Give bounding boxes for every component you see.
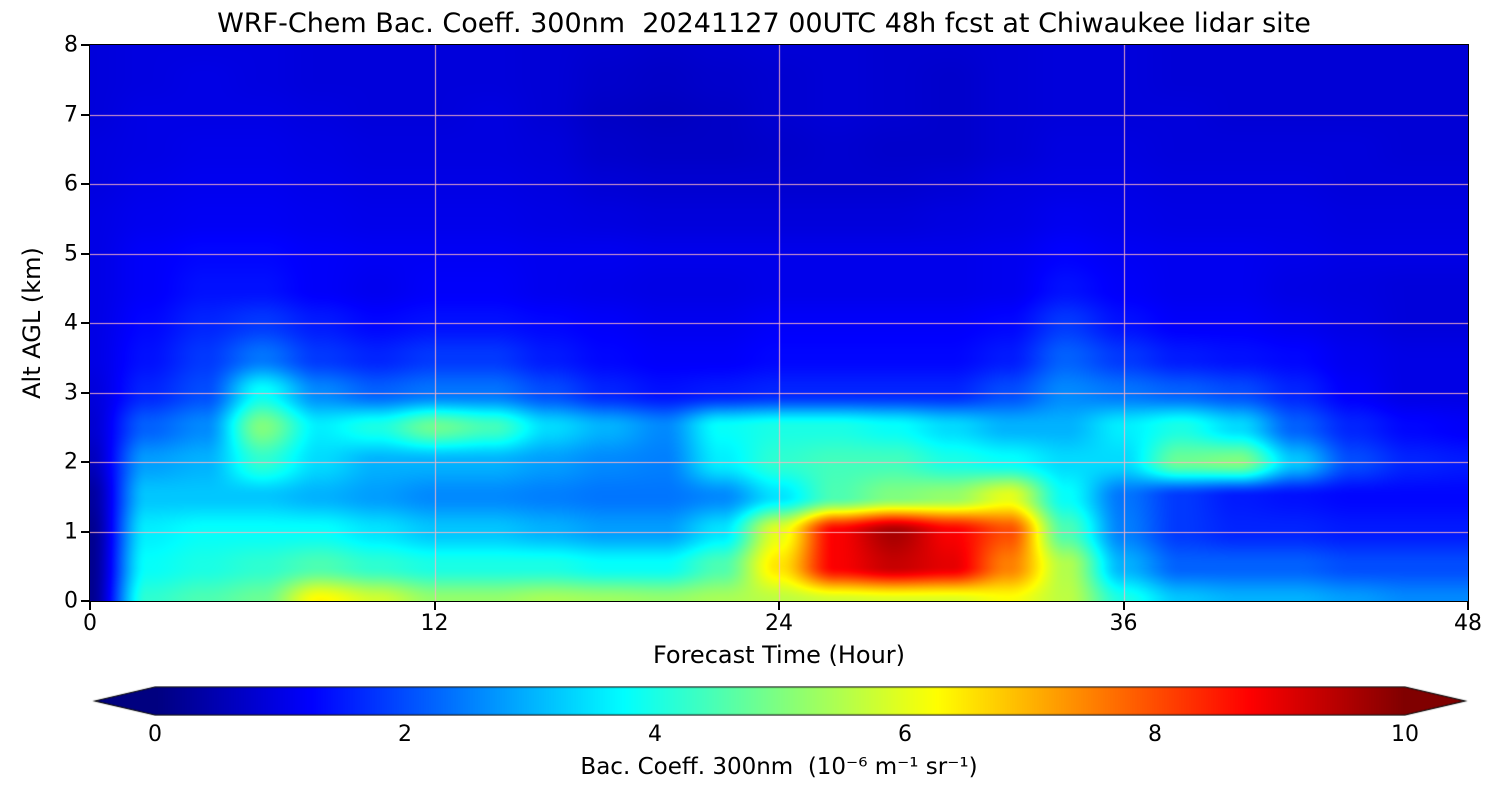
x-tick-label: 24 (765, 611, 793, 636)
colorbar-tick-label: 2 (398, 722, 412, 747)
y-tick-label: 7 (64, 102, 78, 127)
x-tick-label: 48 (1454, 611, 1482, 636)
y-tick-mark (81, 461, 90, 463)
chart-title: WRF-Chem Bac. Coeff. 300nm 20241127 00UT… (217, 8, 1311, 39)
y-tick-mark (81, 252, 90, 255)
y-tick-label: 4 (64, 310, 78, 336)
y-tick-label: 8 (64, 32, 78, 58)
x-tick-mark (1467, 602, 1469, 610)
y-tick-mark (81, 113, 90, 116)
x-tick-label: 36 (1109, 611, 1138, 636)
colorbar-tick-label: 10 (1391, 722, 1419, 747)
colorbar-label: Bac. Coeff. 300nm (10⁻⁶ m⁻¹ sr⁻¹) (580, 754, 978, 780)
plot-area (89, 44, 1469, 602)
x-tick-label: 0 (83, 611, 97, 636)
y-tick-label: 1 (64, 519, 78, 544)
colorbar-tick-label: 4 (648, 722, 662, 747)
y-tick-label: 5 (64, 241, 78, 266)
x-tick-label: 12 (420, 611, 449, 636)
x-tick-mark (433, 602, 436, 610)
y-tick-mark (81, 530, 90, 533)
y-tick-mark (81, 44, 90, 46)
colorbar-canvas (90, 686, 1470, 716)
x-tick-mark (1122, 602, 1125, 610)
y-tick-label: 0 (64, 588, 78, 614)
x-tick-mark (778, 602, 780, 610)
colorbar-tick-label: 6 (898, 722, 912, 747)
heatmap-canvas (90, 45, 1468, 601)
y-tick-mark (81, 600, 90, 602)
y-tick-mark (81, 183, 90, 185)
y-tick-label: 6 (64, 171, 78, 197)
y-tick-mark (81, 391, 90, 394)
y-axis-label: Alt AGL (km) (18, 247, 46, 399)
colorbar-tick-label: 8 (1148, 722, 1162, 747)
y-tick-label: 3 (64, 380, 78, 405)
y-tick-label: 2 (64, 449, 78, 475)
x-axis-label: Forecast Time (Hour) (652, 641, 906, 669)
y-tick-mark (81, 322, 90, 324)
colorbar-tick-label: 0 (148, 722, 162, 747)
x-tick-mark (89, 602, 91, 610)
